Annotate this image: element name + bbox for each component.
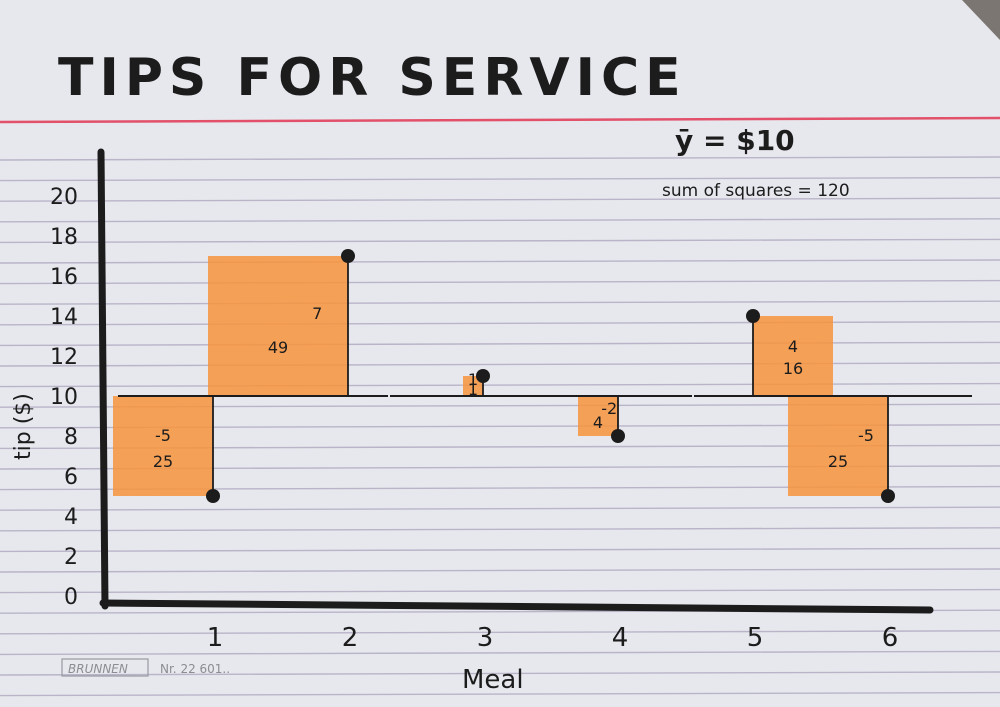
- y-tick-label: 18: [50, 225, 78, 250]
- data-point: [206, 489, 220, 503]
- y-tick-label: 4: [64, 505, 78, 530]
- squared-residual-square: [578, 396, 618, 436]
- x-tick-label: 2: [342, 623, 359, 653]
- ruled-line: [0, 382, 1000, 388]
- ruled-line: [0, 197, 1000, 202]
- y-tick-label: 20: [50, 185, 78, 210]
- ruled-line: [0, 176, 1000, 182]
- square-label: 16: [783, 359, 803, 378]
- squared-residual-square: [753, 316, 833, 396]
- x-tick-label: 6: [882, 623, 899, 653]
- x-tick-label: 3: [477, 623, 494, 653]
- ruled-line: [0, 691, 1000, 697]
- ruled-line: [0, 671, 1000, 676]
- x-axis: [99, 599, 934, 614]
- brand-logo: BRUNNEN: [68, 662, 128, 676]
- ruled-line: [0, 527, 1000, 532]
- y-tick-label: 16: [50, 265, 78, 290]
- squared-residual-square: [208, 256, 348, 396]
- ruled-line: [0, 300, 1000, 305]
- residual-label: -2: [601, 399, 617, 418]
- x-tick-label: 1: [207, 623, 224, 653]
- ruled-line: [0, 156, 1000, 161]
- red-rule-line: [0, 116, 1000, 124]
- y-tick-label: 6: [64, 465, 78, 490]
- ruled-line: [0, 218, 1000, 223]
- y-tick-label: 10: [50, 385, 78, 410]
- square-label: 25: [828, 452, 848, 471]
- square-label: 1: [468, 380, 478, 399]
- catalog-number: Nr. 22 601..: [160, 662, 230, 676]
- x-axis-label: Meal: [462, 665, 524, 695]
- residual-stems: [212, 256, 889, 496]
- sum-of-squares-annotation: sum of squares = 120: [662, 181, 850, 201]
- data-point: [611, 429, 625, 443]
- ruled-line: [0, 259, 1000, 264]
- data-point: [341, 249, 355, 263]
- ruled-line: [0, 650, 1000, 656]
- x-tick-label: 4: [612, 623, 629, 653]
- y-axis-label: tip ($): [11, 393, 36, 460]
- residual-labels: -571-24-5: [155, 304, 874, 445]
- mean-annotation: ȳ = $10: [675, 124, 795, 157]
- data-point: [881, 489, 895, 503]
- y-tick-label: 14: [50, 305, 78, 330]
- square-label: 4: [593, 413, 603, 432]
- y-tick-label: 2: [64, 545, 78, 570]
- residual-label: 1: [468, 370, 478, 389]
- data-point: [746, 309, 760, 323]
- ruled-line: [0, 321, 1000, 326]
- residual-label: -5: [155, 426, 171, 445]
- ruled-line: [0, 362, 1000, 367]
- brand-logo-box: [61, 658, 149, 677]
- ruled-line: [0, 630, 1000, 635]
- y-tick-label: 0: [64, 585, 78, 610]
- y-tick-label: 8: [64, 425, 78, 450]
- y-tick-label: 12: [50, 345, 78, 370]
- squared-residual-square: [113, 396, 213, 496]
- y-tick-labels: 0 2 4 6 8 10 12 14 16 18 20: [50, 185, 78, 610]
- ruled-line: [0, 279, 1000, 285]
- data-points: [206, 249, 895, 503]
- ruled-line: [0, 506, 1000, 511]
- square-labels: 25 49 1 4 16 25: [153, 338, 848, 471]
- square-label: 25: [153, 452, 173, 471]
- squared-residual-highlights: [113, 256, 888, 496]
- residual-label: 4: [788, 337, 798, 356]
- x-tick-label: 5: [747, 623, 764, 653]
- squared-residual-square: [788, 396, 888, 496]
- x-tick-labels: 1 2 3 4 5 6: [207, 623, 899, 653]
- ruled-line: [0, 568, 1000, 573]
- ruled-line: [0, 588, 1000, 594]
- square-label: 49: [268, 338, 288, 357]
- ruled-line: [0, 547, 1000, 553]
- y-axis: [97, 148, 109, 610]
- data-point: [476, 369, 490, 383]
- residual-label: -5: [858, 426, 874, 445]
- squared-residual-square: [463, 376, 483, 396]
- residual-label: 7: [312, 304, 322, 323]
- chart-title: TIPS FOR SERVICE: [58, 48, 687, 108]
- ruled-line: [0, 238, 1000, 244]
- ruled-line: [0, 341, 1000, 347]
